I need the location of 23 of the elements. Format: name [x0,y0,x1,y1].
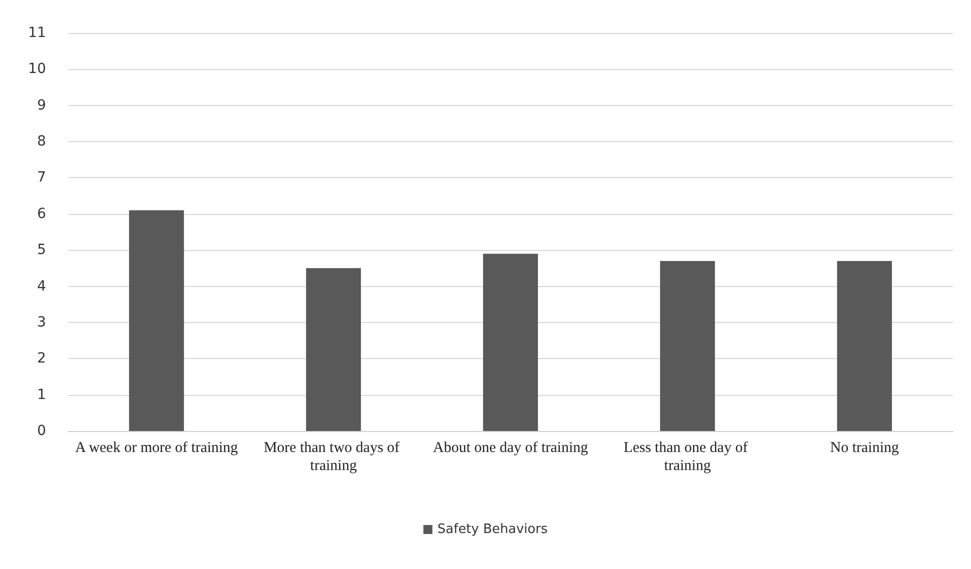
bar [306,268,361,431]
bar [660,260,715,431]
y-tick-label: 4 [37,278,46,294]
bar [483,254,538,431]
y-tick-label: 9 [37,97,46,114]
x-tick-label: No training [830,440,900,456]
y-tick-label: 3 [37,314,46,330]
bar [837,260,892,431]
bar [129,210,184,431]
x-tick-label: More than two days of training [264,440,404,474]
y-tick-label: 6 [37,206,46,222]
y-tick-label: 8 [37,134,46,150]
y-tick-label: 0 [37,423,46,439]
y-tick-label: 11 [28,25,46,41]
x-tick-label: Less than one day of training [624,440,752,474]
y-tick-label: 1 [37,386,46,403]
y-tick-label: 7 [37,170,46,186]
y-tick-label: 10 [28,61,46,78]
y-tick-label: 2 [37,350,46,367]
y-tick-label: 5 [37,242,46,258]
x-tick-label: About one day of training [433,440,588,456]
legend-label: Safety Behaviors [437,522,548,537]
x-tick-label: A week or more of training [75,440,238,456]
